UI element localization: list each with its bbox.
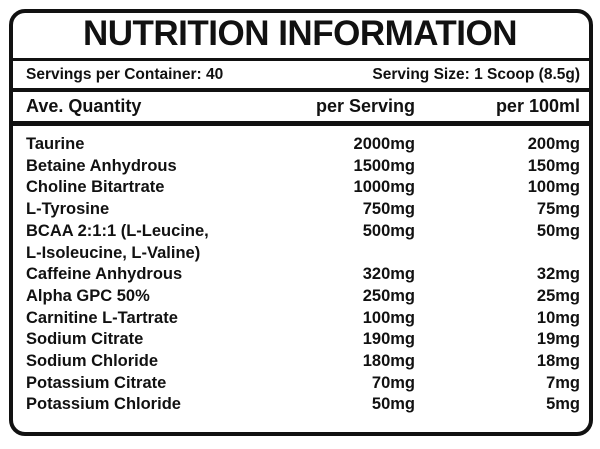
nutrient-row: L-Tyrosine 750mg 75mg — [26, 199, 582, 221]
nutrient-name: Choline Bitartrate — [26, 178, 165, 197]
per-serving: 2000mg — [353, 135, 415, 153]
per-serving: 1000mg — [353, 178, 415, 197]
nutrient-row: Alpha GPC 50% 250mg 25mg — [26, 286, 582, 308]
per-100ml: 150mg — [527, 156, 580, 175]
per-serving: 190mg — [362, 330, 415, 349]
nutrient-name: Carnitine L-Tartrate — [26, 308, 178, 327]
nutrient-name: Potassium Chloride — [26, 395, 181, 414]
per-100ml: 50mg — [536, 221, 580, 240]
column-header: Ave. Quantity — [26, 96, 142, 116]
per-100ml: 32mg — [536, 265, 580, 284]
title: NUTRITION INFORMATION — [82, 14, 518, 53]
servings-per-container: Servings per Container: 40 — [26, 66, 224, 83]
divider — [11, 58, 589, 61]
per-100ml: 7mg — [546, 373, 580, 392]
per-serving: 250mg — [362, 286, 415, 305]
label-border — [9, 9, 593, 436]
nutrient-row: Betaine Anhydrous 1500mg 150mg — [26, 156, 582, 178]
per-serving: 180mg — [362, 352, 415, 371]
per-serving: 100mg — [362, 308, 415, 327]
per-100ml: 19mg — [536, 330, 580, 349]
per-100ml: 10mg — [536, 308, 580, 327]
per-serving: 70mg — [371, 373, 415, 392]
nutrient-name: Sodium Citrate — [26, 330, 144, 349]
nutrient-name: Alpha GPC 50% — [26, 286, 150, 305]
per-serving: 320mg — [362, 265, 415, 284]
per-100ml: 100mg — [527, 178, 580, 197]
per-serving: 1500mg — [353, 156, 415, 175]
nutrient-row: Potassium Citrate 70mg 7mg — [26, 373, 582, 395]
nutrient-name: Caffeine Anhydrous — [26, 265, 183, 284]
nutrient-name: BCAA 2:1:1 (L-Leucine, L-Isoleucine, L-V… — [26, 221, 209, 262]
per-serving: 750mg — [362, 200, 415, 219]
nutrient-row: Potassium Chloride 50mg 5mg — [26, 394, 582, 416]
nutrient-table: Taurine 2000mg 200mg Betaine Anhydrous 1500m… — [26, 134, 582, 416]
per-100ml: 18mg — [536, 352, 580, 371]
nutrient-name: Taurine — [26, 135, 85, 153]
nutrient-name: L-Tyrosine — [26, 200, 110, 219]
nutrient-row: Sodium Citrate 190mg 19mg — [26, 329, 582, 351]
column-header: per 100ml — [495, 96, 580, 116]
per-100ml: 5mg — [546, 395, 580, 414]
divider — [11, 88, 589, 92]
nutrient-name: Potassium Citrate — [26, 373, 167, 392]
nutrient-row: Sodium Chloride 180mg 18mg — [26, 351, 582, 373]
nutrient-row: Taurine 2000mg 200mg — [26, 134, 582, 156]
column-header: per Serving — [315, 96, 415, 116]
per-100ml: 25mg — [536, 286, 580, 305]
per-serving: 50mg — [371, 395, 415, 414]
nutrient-name: Sodium Chloride — [26, 352, 158, 371]
nutrient-row: BCAA 2:1:1 (L-Leucine, L-Isoleucine, L-V… — [26, 221, 582, 264]
divider — [11, 121, 589, 126]
per-100ml: 75mg — [536, 200, 580, 219]
nutrient-row: Carnitine L-Tartrate 100mg 10mg — [26, 308, 582, 330]
per-serving: 500mg — [362, 221, 415, 240]
nutrient-row: Caffeine Anhydrous 320mg 32mg — [26, 264, 582, 286]
serving-size: Serving Size: 1 Scoop (8.5g) — [372, 66, 580, 83]
per-100ml: 200mg — [527, 135, 580, 153]
nutrient-row: Choline Bitartrate 1000mg 100mg — [26, 177, 582, 199]
nutrient-name: Betaine Anhydrous — [26, 156, 177, 175]
